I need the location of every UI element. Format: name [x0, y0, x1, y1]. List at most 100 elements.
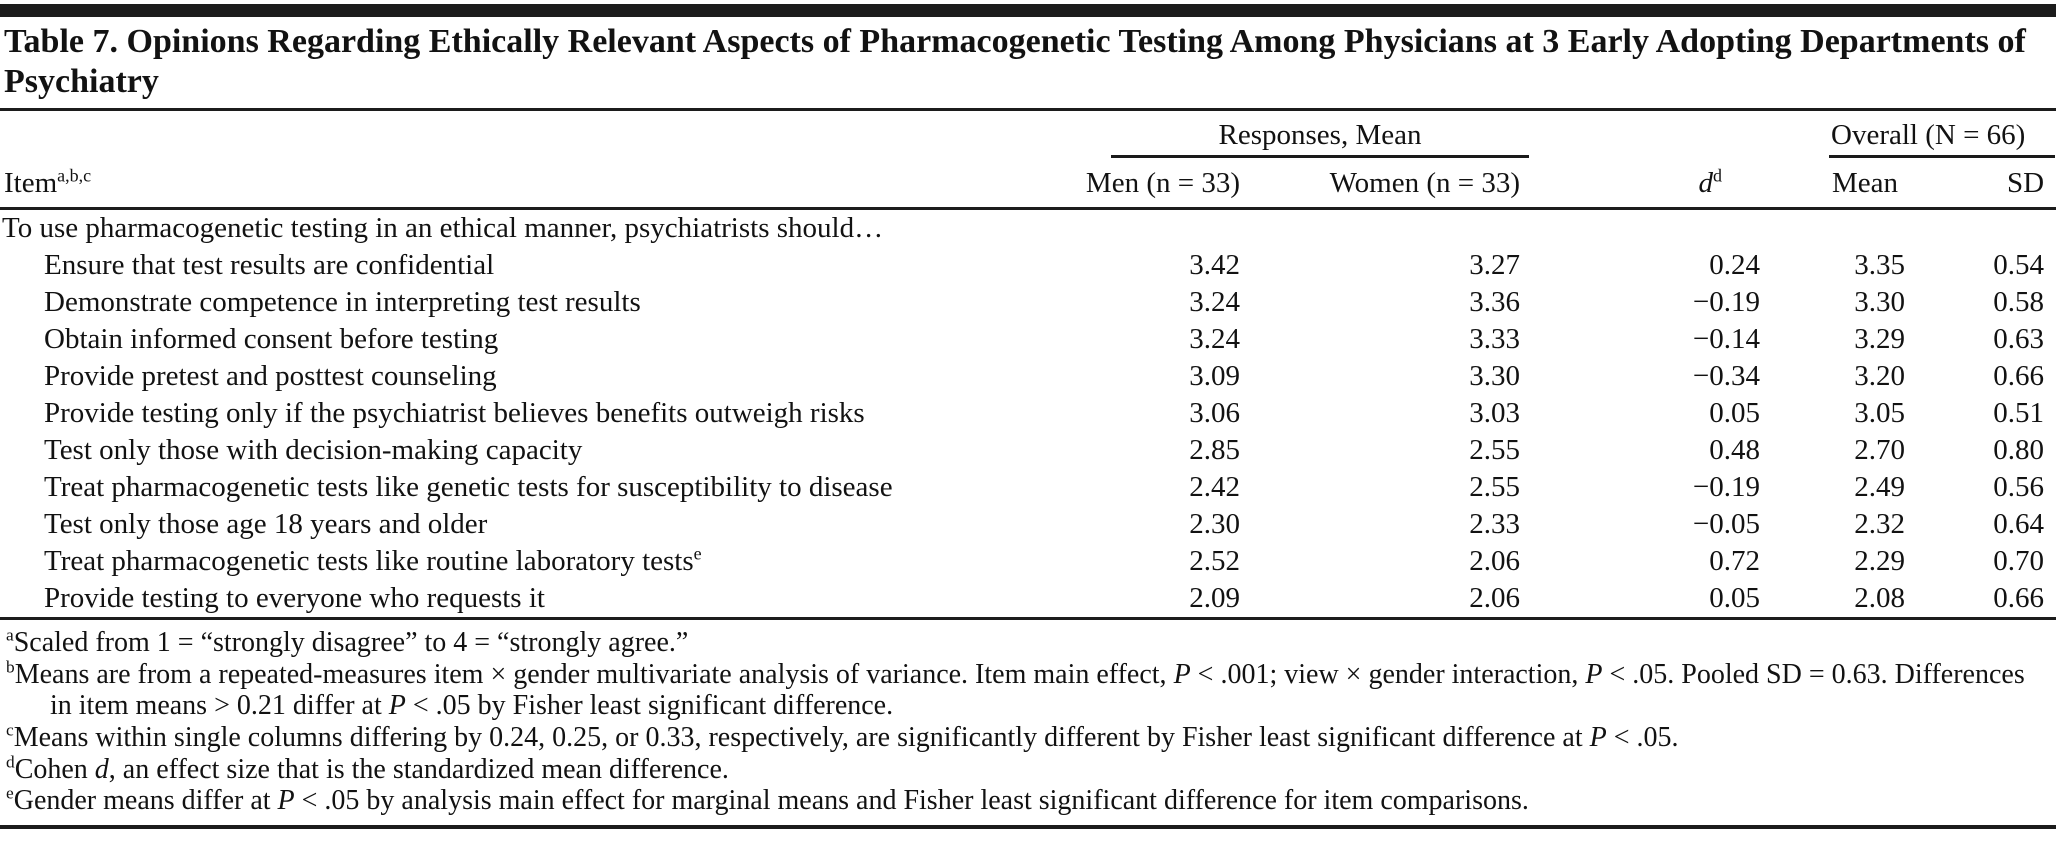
men-value: 3.42: [1189, 249, 1240, 282]
d-header-label: d: [1698, 167, 1714, 200]
mean-value: 2.70: [1854, 434, 1906, 467]
footnote-text: < .05 by Fisher least significant differ…: [405, 690, 894, 722]
footnote-text: Means within single columns differing by…: [13, 722, 1590, 754]
footnotes: aScaled from 1 = “strongly disagree” to …: [0, 620, 2056, 817]
footnote-text: Cohen: [14, 753, 95, 785]
sd-value: 0.66: [1915, 580, 2056, 621]
mean-value: 2.29: [1854, 545, 1906, 578]
women-value: 2.33: [1469, 508, 1521, 541]
table-row: Provide pretest and posttest counseling …: [0, 358, 2056, 395]
table-header: Itema,b,c Responses, Mean dd Overall (N …: [0, 111, 2056, 211]
footnote-text: Gender means differ at: [13, 785, 278, 817]
sd-value: 0.80: [1993, 434, 2045, 467]
table-row: Obtain informed consent before testing 3…: [0, 321, 2056, 358]
women-column-header: Women (n = 33): [1250, 159, 1531, 211]
women-value: 2.55: [1469, 434, 1521, 467]
item-label: Provide testing to everyone who requests…: [0, 580, 1035, 621]
women-value: 2.55: [1469, 471, 1521, 504]
item-label: Test only those with decision-making cap…: [0, 432, 1035, 469]
spanner-header-row: Itema,b,c Responses, Mean dd Overall (N …: [0, 111, 2056, 211]
footnote-mark: e: [6, 784, 14, 804]
footnote-text: , an effect size that is the standardize…: [108, 753, 729, 785]
d-value: 0.05: [1530, 580, 1771, 621]
item-label: Obtain informed consent before testing: [0, 321, 1035, 358]
table-row: Demonstrate competence in interpreting t…: [0, 284, 2056, 321]
stem-row: To use pharmacogenetic testing in an eth…: [0, 209, 2056, 248]
footnote-mark: c: [6, 720, 14, 740]
mean-value: 3.05: [1854, 397, 1906, 430]
d-value: −0.34: [1692, 360, 1761, 393]
d-value: −0.05: [1692, 508, 1761, 541]
d-value: 0.48: [1709, 434, 1761, 467]
footnote-text: Means are from a repeated-measures item …: [14, 658, 1174, 690]
women-value: 3.36: [1469, 286, 1521, 319]
footnote-mark: b: [6, 657, 15, 677]
footnote: bMeans are from a repeated-measures item…: [4, 657, 2036, 722]
item-text: Test only those with decision-making cap…: [44, 434, 583, 467]
d-value: 0.05: [1709, 397, 1761, 430]
item-header-label: Item: [4, 167, 58, 200]
men-value: 2.30: [1189, 508, 1240, 541]
footnote-text: < .001; view × gender interaction,: [1190, 658, 1586, 690]
sd-value: 0.58: [1993, 286, 2045, 319]
women-value: 2.06: [1250, 580, 1531, 621]
sd-value: 0.51: [1993, 397, 2045, 430]
item-text: Treat pharmacogenetic tests like genetic…: [44, 471, 893, 504]
overall-spanner-header: Overall (N = 66): [1770, 111, 2056, 159]
item-label: Provide testing only if the psychiatrist…: [0, 395, 1035, 432]
men-value: 2.52: [1189, 545, 1240, 578]
item-text: Demonstrate competence in interpreting t…: [44, 286, 641, 319]
mean-column-header: Mean: [1770, 159, 1916, 211]
sd-value: 0.70: [1993, 545, 2045, 578]
men-value: 2.09: [1035, 580, 1250, 621]
item-label: Test only those age 18 years and older: [0, 506, 1035, 543]
table-row: Provide testing to everyone who requests…: [0, 580, 2056, 621]
mean-value: 3.20: [1854, 360, 1906, 393]
item-label: Ensure that test results are confidentia…: [0, 247, 1035, 284]
men-value: 2.42: [1189, 471, 1240, 504]
d-value: −0.19: [1692, 286, 1761, 319]
men-value: 3.24: [1189, 323, 1240, 356]
footnote-text: Scaled from 1 = “strongly disagree” to 4…: [13, 627, 689, 659]
men-value: 3.24: [1189, 286, 1240, 319]
footnote-text: < .05.: [1606, 722, 1679, 754]
d-column-header: dd: [1530, 111, 1771, 211]
footnote: eGender means differ at P < .05 by analy…: [4, 785, 2036, 817]
item-column-header: Itema,b,c: [0, 111, 1035, 211]
item-footnote-mark: e: [693, 543, 702, 564]
responses-spanner-label: Responses, Mean: [1111, 119, 1530, 159]
item-label: Treat pharmacogenetic tests like routine…: [0, 543, 1035, 580]
item-label: Provide pretest and posttest counseling: [0, 358, 1035, 395]
women-value: 3.30: [1469, 360, 1521, 393]
footnote-mark: a: [6, 625, 14, 645]
opinions-table: Itema,b,c Responses, Mean dd Overall (N …: [0, 111, 2056, 621]
item-text: Provide pretest and posttest counseling: [44, 360, 497, 393]
footnote-text: P: [1585, 658, 1603, 690]
footnote-text: P: [388, 690, 406, 722]
men-value: 3.06: [1189, 397, 1240, 430]
mean-value: 3.30: [1854, 286, 1906, 319]
responses-spanner-header: Responses, Mean: [1035, 111, 1530, 159]
women-value: 2.06: [1469, 545, 1521, 578]
overall-spanner-label: Overall (N = 66): [1829, 119, 2056, 159]
footnote-text: < .05 by analysis main effect for margin…: [294, 785, 1529, 817]
footnote-text: < .05. Pooled SD = 0.63. Differences in …: [50, 658, 2025, 722]
mean-value: 2.49: [1854, 471, 1906, 504]
footnote-text: P: [1173, 658, 1191, 690]
footnote-mark: d: [6, 752, 15, 772]
mean-value: 3.29: [1854, 323, 1906, 356]
sd-value: 0.54: [1993, 249, 2045, 282]
sd-value: 0.64: [1993, 508, 2045, 541]
table-bottom-rule: [0, 824, 2056, 829]
d-value: −0.14: [1692, 323, 1761, 356]
item-text: Test only those age 18 years and older: [44, 508, 488, 541]
table-row: Treat pharmacogenetic tests like genetic…: [0, 469, 2056, 506]
sd-value: 0.56: [1993, 471, 2045, 504]
table-title: Table 7. Opinions Regarding Ethically Re…: [0, 17, 2056, 112]
d-header-footnote-mark: d: [1713, 165, 1723, 186]
women-value: 3.33: [1469, 323, 1521, 356]
table-top-rule: [0, 4, 2056, 17]
item-text: Provide testing only if the psychiatrist…: [44, 397, 865, 430]
women-value: 3.03: [1469, 397, 1521, 430]
table-row: Test only those with decision-making cap…: [0, 432, 2056, 469]
